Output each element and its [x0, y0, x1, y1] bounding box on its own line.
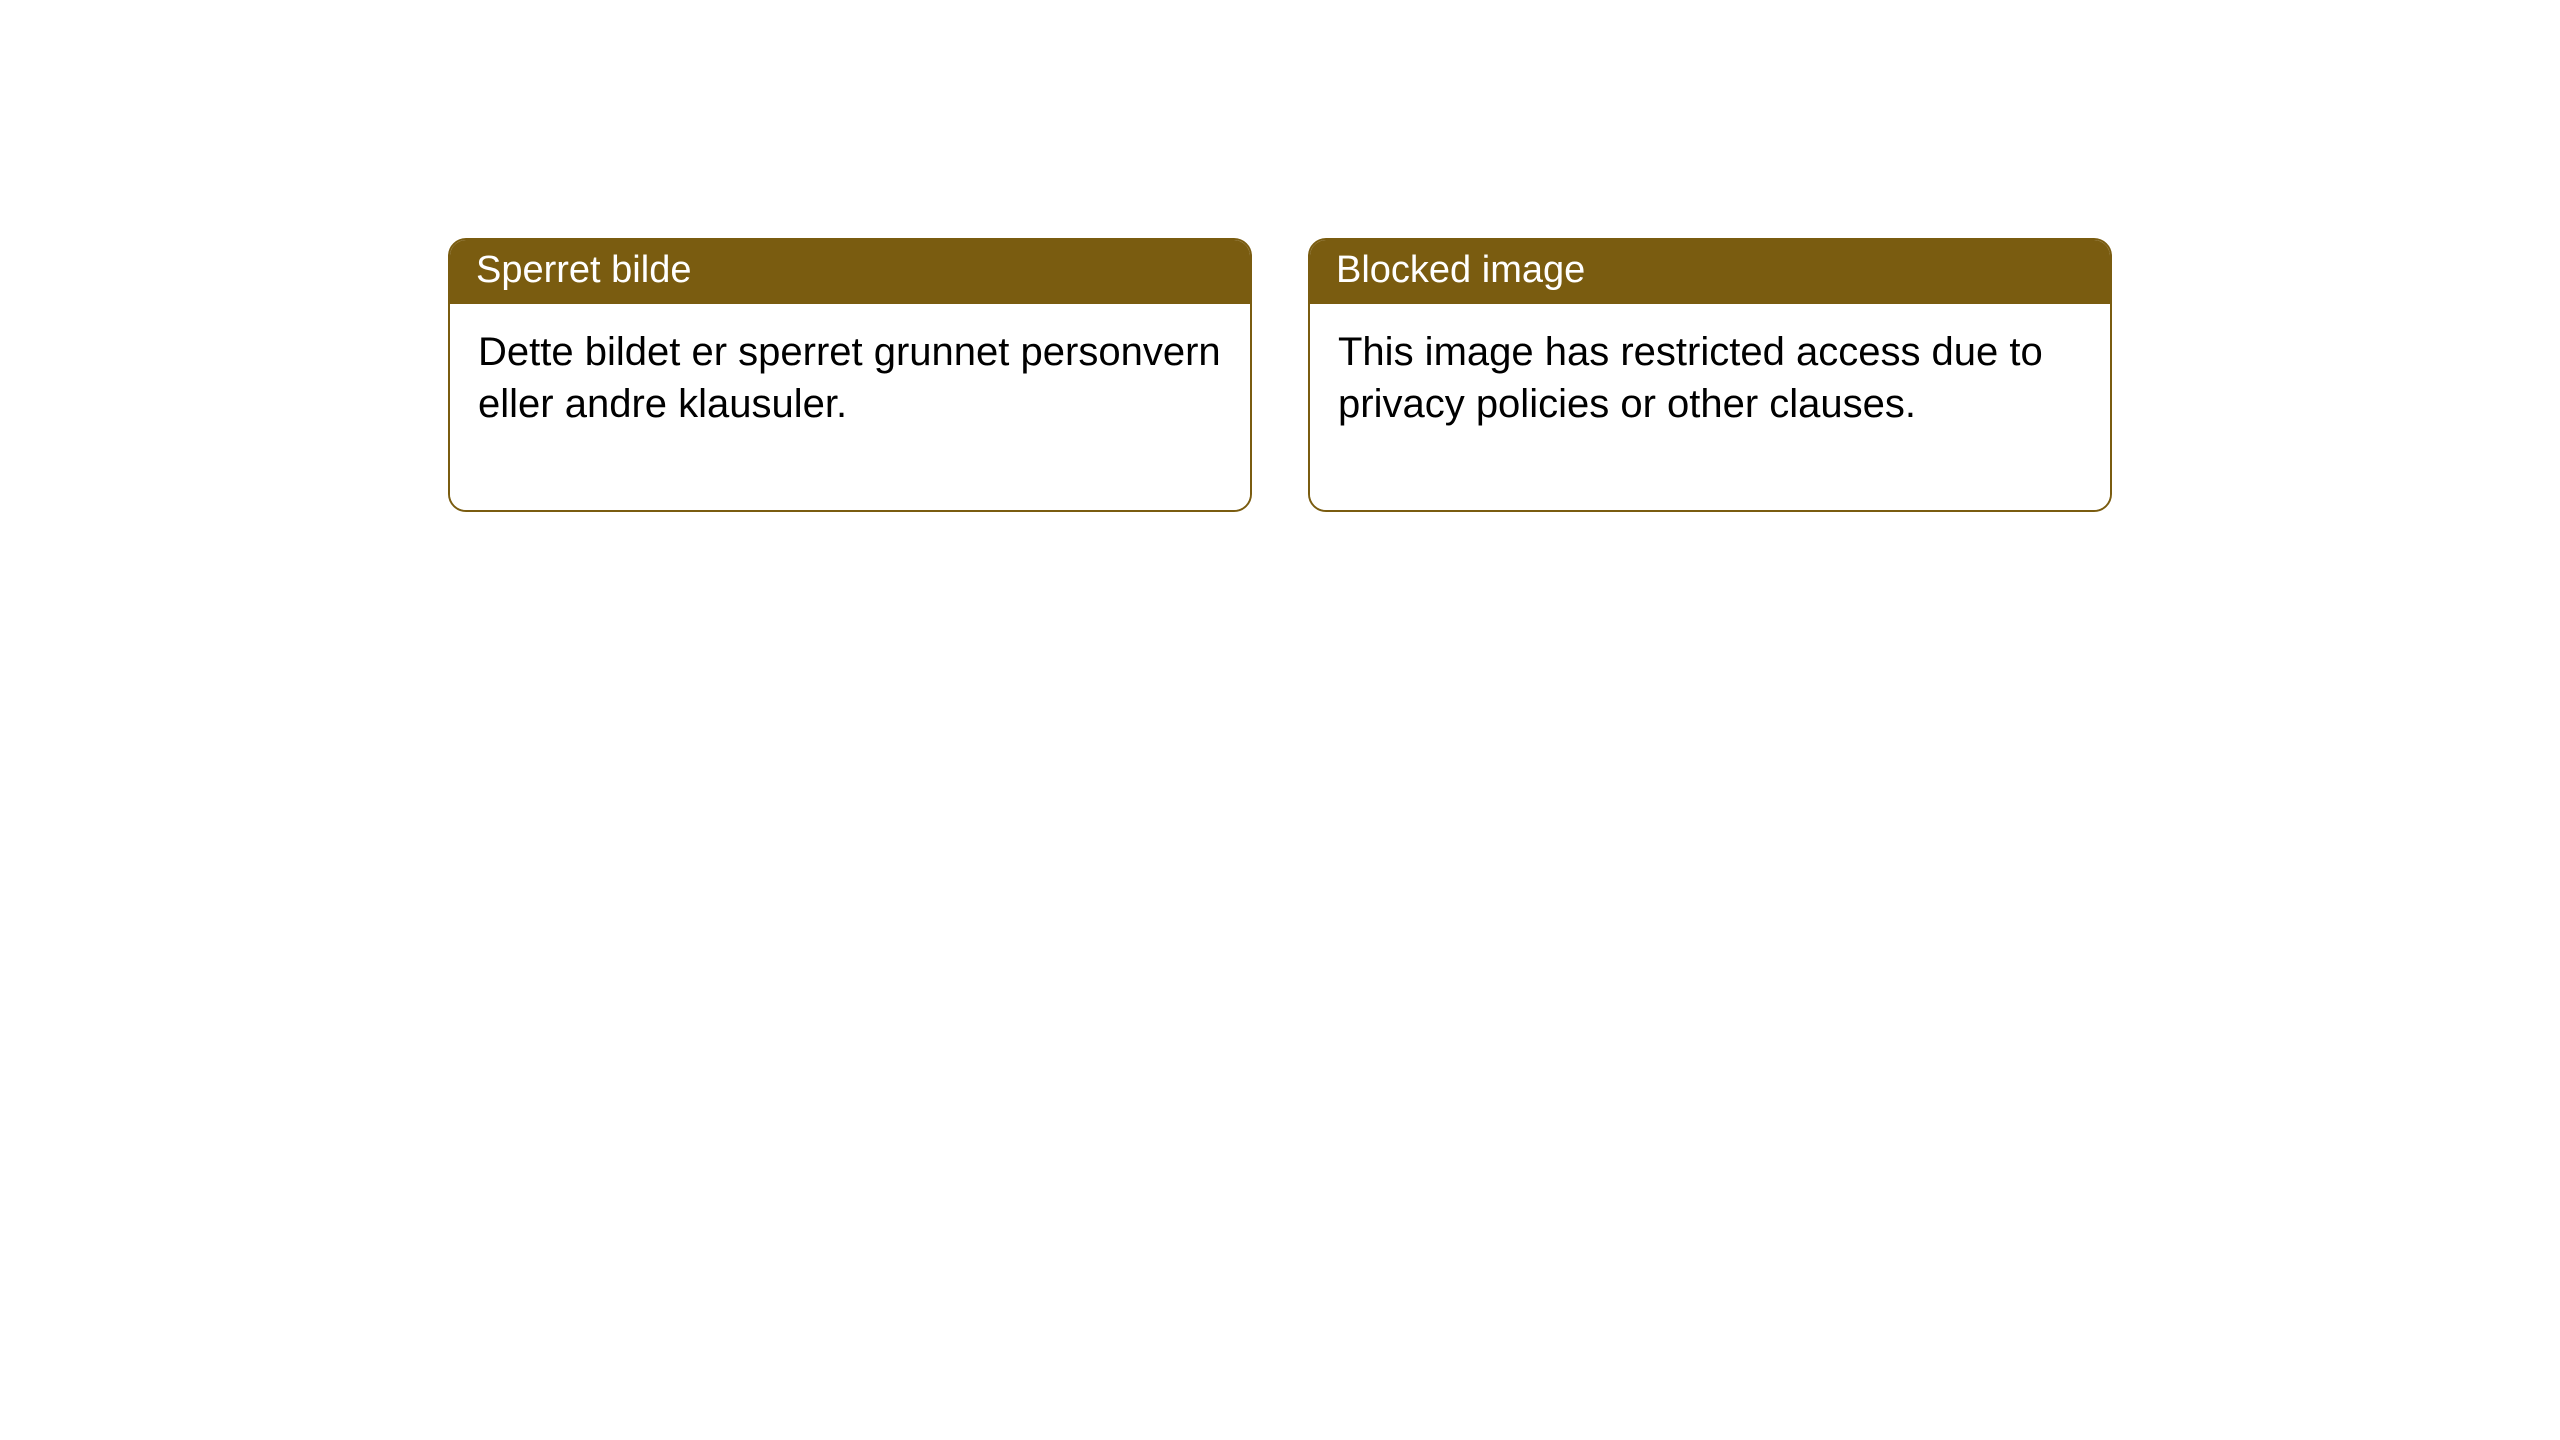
- notice-container: Sperret bilde Dette bildet er sperret gr…: [0, 0, 2560, 512]
- notice-body-en: This image has restricted access due to …: [1310, 304, 2110, 510]
- notice-header-en: Blocked image: [1310, 240, 2110, 304]
- notice-header-no: Sperret bilde: [450, 240, 1250, 304]
- notice-card-no: Sperret bilde Dette bildet er sperret gr…: [448, 238, 1252, 512]
- notice-card-en: Blocked image This image has restricted …: [1308, 238, 2112, 512]
- notice-body-no: Dette bildet er sperret grunnet personve…: [450, 304, 1250, 510]
